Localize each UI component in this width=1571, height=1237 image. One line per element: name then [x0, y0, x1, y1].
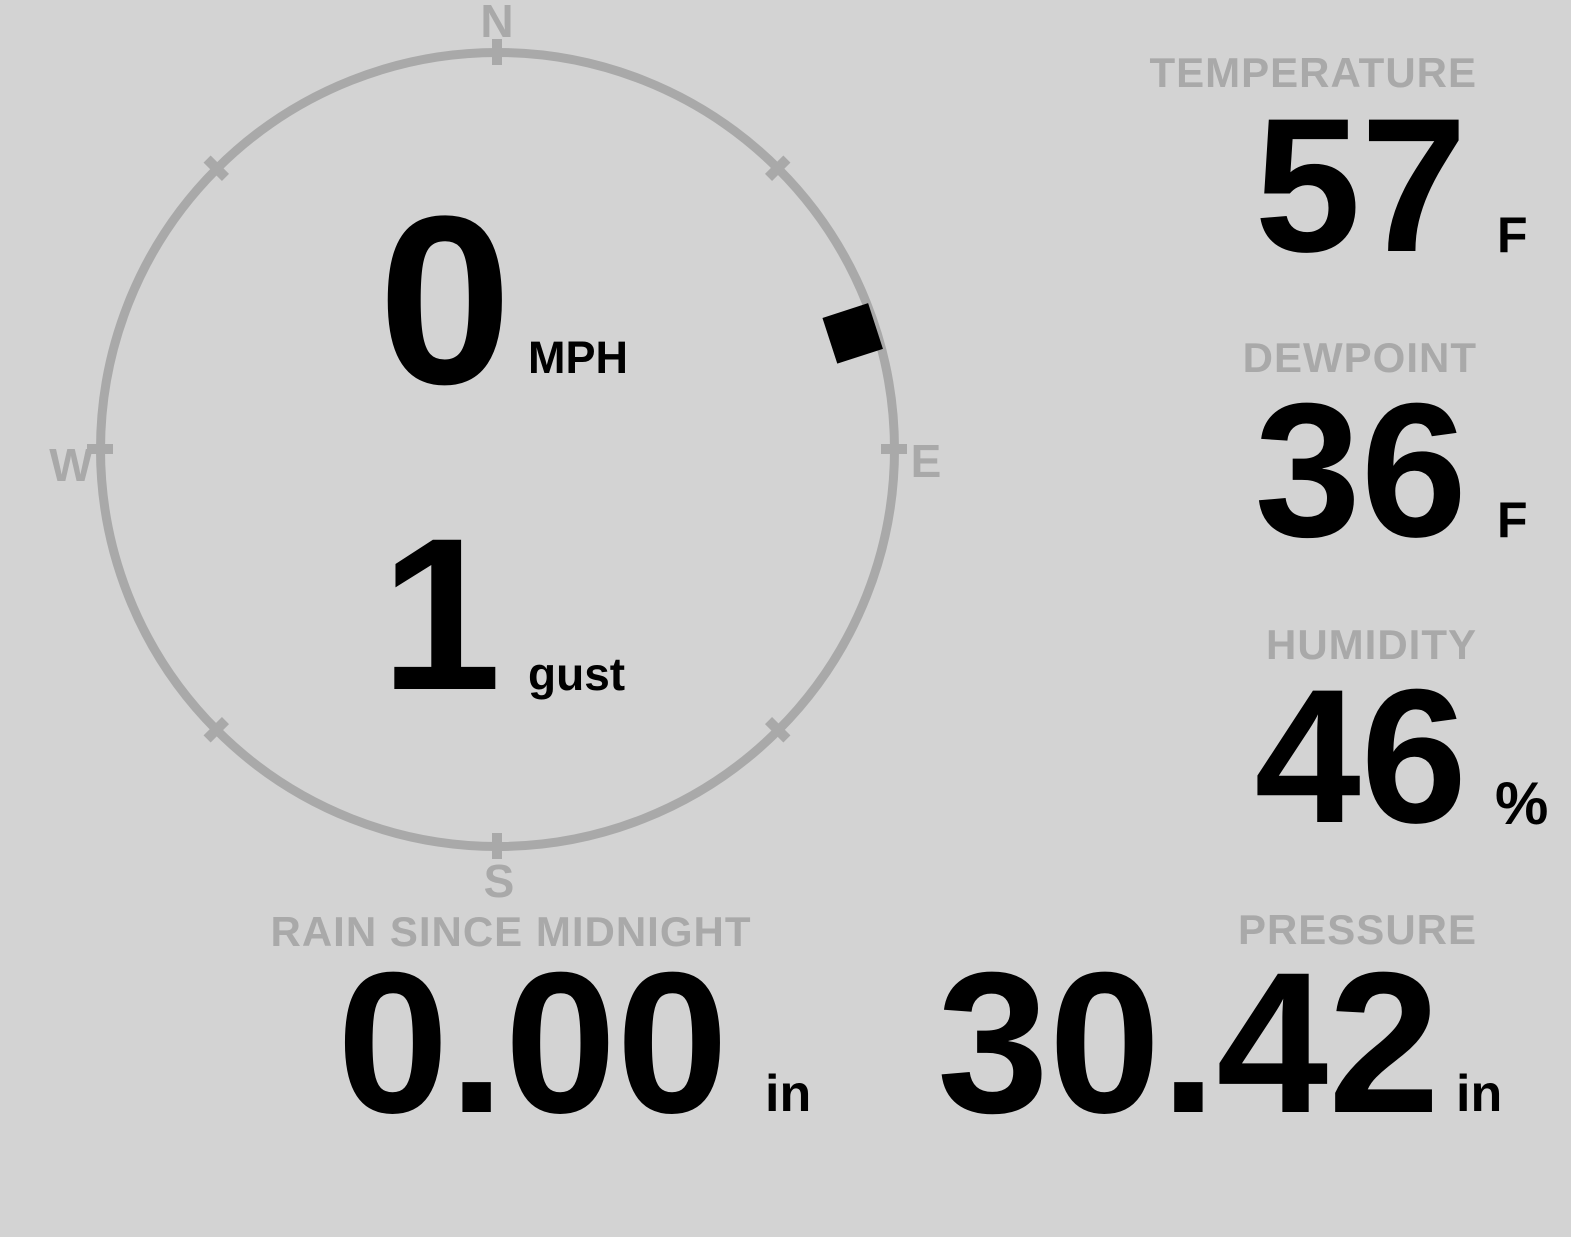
- compass-label-west: W: [49, 439, 93, 491]
- wind-speed-value: 0: [378, 166, 512, 434]
- dewpoint-label: DEWPOINT: [1242, 334, 1477, 381]
- pressure-label: PRESSURE: [1237, 906, 1477, 953]
- pressure-unit: in: [1456, 1065, 1503, 1123]
- wind-speed-unit: MPH: [528, 332, 628, 383]
- compass-label-north: N: [480, 0, 514, 47]
- dewpoint-value: 36: [1254, 364, 1467, 577]
- pressure-value: 30.42: [937, 930, 1440, 1155]
- compass-label-south: S: [483, 855, 515, 907]
- wind-gust-value: 1: [380, 493, 502, 735]
- temperature-value: 57: [1254, 79, 1467, 292]
- humidity-unit: %: [1495, 770, 1549, 837]
- compass-tick: [881, 444, 907, 454]
- compass-label-east: E: [910, 435, 942, 487]
- humidity-value: 46: [1254, 650, 1467, 863]
- rain-value: 0.00: [337, 930, 729, 1155]
- rain-label: RAIN SINCE MIDNIGHT: [270, 908, 752, 955]
- temperature-label: TEMPERATURE: [1149, 49, 1477, 96]
- temperature-unit: F: [1497, 207, 1528, 263]
- compass-tick: [492, 39, 502, 65]
- rain-unit: in: [765, 1065, 812, 1123]
- dewpoint-unit: F: [1497, 492, 1528, 548]
- humidity-label: HUMIDITY: [1266, 621, 1477, 668]
- wind-gust-label: gust: [528, 648, 626, 700]
